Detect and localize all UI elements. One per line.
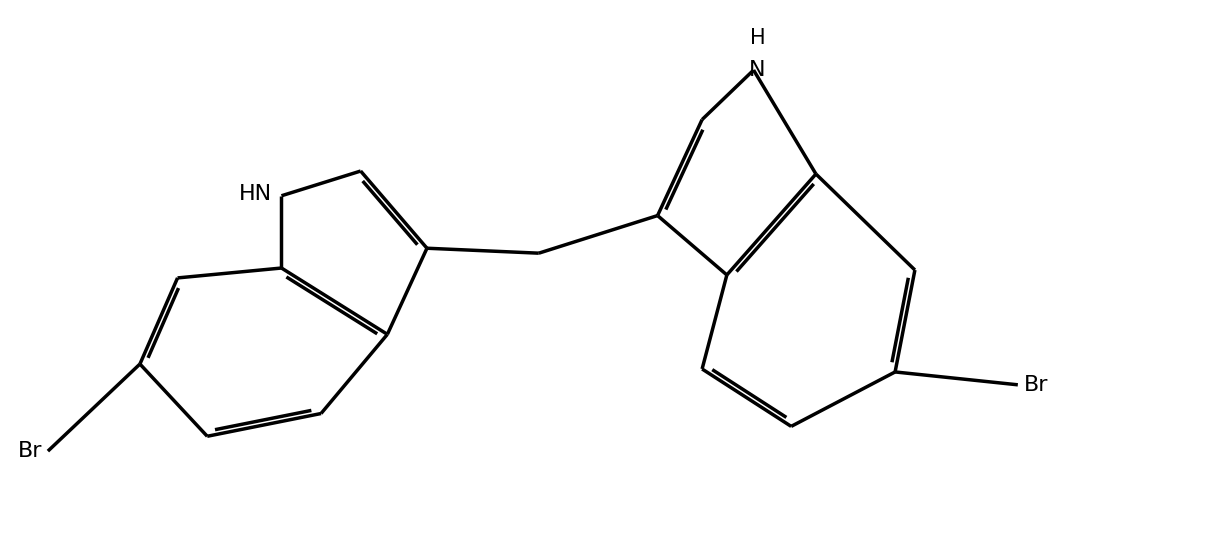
Text: N: N: [749, 60, 766, 80]
Text: Br: Br: [17, 441, 42, 461]
Text: H: H: [750, 28, 765, 48]
Text: HN: HN: [239, 184, 271, 204]
Text: Br: Br: [1024, 375, 1048, 395]
